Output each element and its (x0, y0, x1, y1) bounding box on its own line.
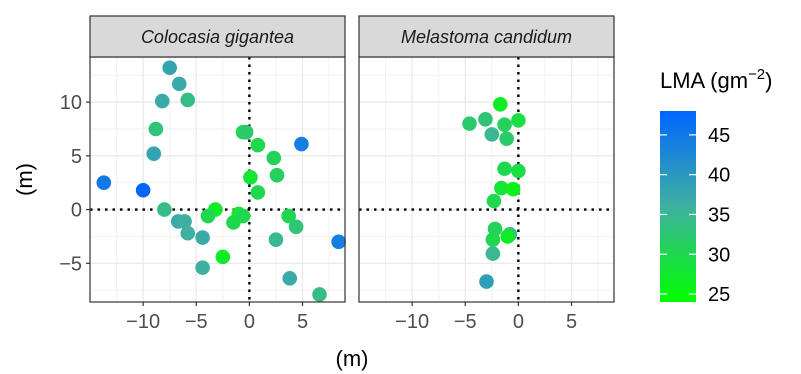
data-point (484, 127, 500, 142)
legend-tick-label: 25 (708, 284, 730, 306)
data-point (493, 96, 508, 112)
data-point (148, 121, 164, 137)
data-point (331, 234, 346, 250)
y-axis-title: (m) (12, 163, 37, 196)
x-tick-label: −10 (126, 311, 160, 333)
data-point (135, 182, 151, 198)
strip-background (358, 15, 615, 58)
y-tick-label: 5 (71, 146, 82, 168)
x-tick-label: 0 (513, 311, 524, 333)
legend-tick-label: 45 (708, 125, 730, 147)
data-point (162, 60, 177, 76)
data-point (485, 246, 501, 261)
panels: Colocasia gigantea Melastoma candidum (89, 15, 615, 303)
x-tick-label: 0 (244, 311, 255, 333)
axes: −10 −5 0 5 −10 −5 0 5 −5 0 5 10 (m) (m) (12, 92, 577, 371)
legend-title: LMA (gm−2) (660, 66, 772, 93)
data-point (266, 150, 282, 166)
data-point (146, 146, 162, 162)
data-point (282, 271, 298, 286)
x-tick-label: 5 (297, 311, 308, 333)
data-point (154, 93, 170, 109)
data-point (180, 225, 196, 241)
data-point (269, 167, 285, 183)
data-point (215, 249, 231, 265)
data-point (499, 131, 514, 146)
legend-tick-label: 30 (708, 244, 730, 266)
panel-title: Colocasia gigantea (141, 27, 294, 47)
data-point (157, 202, 172, 217)
x-tick-label: −5 (185, 311, 208, 333)
data-point (312, 287, 327, 302)
data-point (250, 185, 266, 200)
data-point (494, 180, 509, 196)
y-tick-label: 0 (71, 200, 82, 222)
y-tick-label: 10 (60, 92, 82, 114)
data-point (195, 230, 210, 245)
data-point (238, 124, 254, 140)
data-point (235, 208, 251, 224)
data-point (511, 113, 526, 128)
data-point (505, 181, 521, 197)
data-point (500, 229, 516, 244)
data-point (281, 208, 296, 224)
data-point (511, 163, 526, 179)
data-point (243, 170, 258, 185)
color-legend: LMA (gm−2) 25 30 35 40 45 (660, 66, 772, 306)
legend-colorbar (660, 111, 696, 302)
data-point (180, 92, 196, 108)
panel-1: Colocasia gigantea (89, 15, 346, 303)
strip-background (89, 15, 346, 58)
data-point (497, 161, 512, 177)
panel-2: Melastoma candidum (358, 15, 615, 303)
data-point (177, 214, 192, 229)
data-point (200, 208, 216, 224)
plot-background (90, 57, 345, 302)
data-point (288, 219, 304, 235)
legend-tick-label: 35 (708, 204, 730, 226)
plot-background (359, 57, 614, 302)
data-point (497, 117, 512, 132)
data-point (268, 232, 284, 247)
x-axis-title: (m) (336, 346, 369, 371)
data-point (96, 175, 112, 191)
data-point (479, 274, 494, 289)
data-point (462, 116, 477, 131)
y-tick-label: −5 (59, 253, 82, 275)
data-point (195, 260, 210, 275)
legend-tick-label: 40 (708, 165, 730, 187)
data-point (294, 136, 309, 152)
x-tick-label: 5 (566, 311, 577, 333)
data-point (171, 76, 187, 92)
data-point (250, 137, 266, 153)
data-point (486, 193, 502, 209)
panel-title: Melastoma candidum (401, 27, 572, 47)
x-tick-label: −10 (395, 311, 429, 333)
x-tick-label: −5 (454, 311, 477, 333)
data-point (478, 112, 493, 127)
data-point (485, 232, 501, 247)
